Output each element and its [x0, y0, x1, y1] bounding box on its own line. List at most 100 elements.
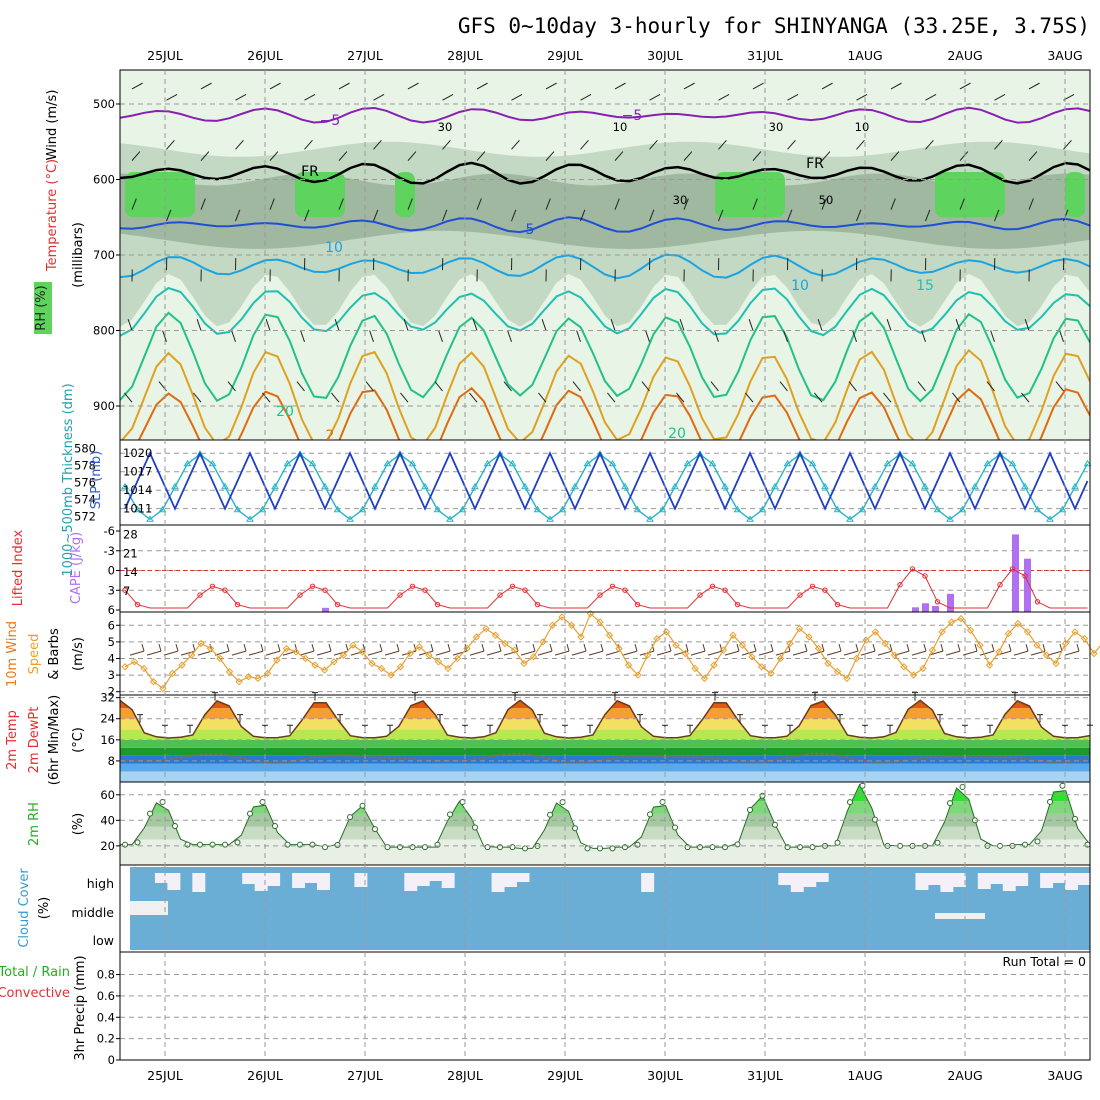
isotherm--5 [120, 106, 1090, 124]
lifted-index-marker [734, 601, 741, 608]
high-cloud-gap [441, 873, 455, 888]
surface-wind-barb [1013, 650, 1029, 656]
wind-speed-marker [577, 633, 585, 641]
thickness-marker [921, 482, 929, 490]
wind-barb [710, 381, 719, 392]
wind-speed-marker [653, 634, 661, 643]
cloud-level-label: low [93, 933, 114, 948]
precip-tick: 0.4 [97, 1010, 115, 1024]
wind-speed-marker [520, 659, 528, 668]
wind-barb [649, 139, 658, 150]
thickness-marker [871, 482, 879, 490]
middle-cloud-gap [935, 913, 985, 919]
wind-barb [848, 381, 857, 392]
lifted-index-marker [997, 582, 1003, 588]
wind-speed-marker [805, 633, 813, 641]
lifted-index-tick: 3 [108, 583, 115, 597]
lifted-index-marker [434, 601, 441, 608]
wind-barb [235, 94, 247, 101]
wind-barb [580, 139, 589, 150]
rh-marker [334, 841, 341, 848]
wind-barb [442, 209, 448, 222]
wind-speed-marker [672, 641, 680, 649]
wind-barb [476, 151, 486, 161]
thickness-marker [683, 459, 692, 467]
lifted-index-marker [834, 601, 841, 608]
thickness-marker [796, 450, 804, 457]
temp-tick: 32 [100, 691, 115, 705]
surface-wind-barb [634, 644, 638, 652]
wind-barb [373, 94, 385, 101]
high-cloud-gap [317, 873, 330, 890]
wind-speed-marker [919, 664, 927, 673]
high-cloud-gap [404, 873, 418, 891]
high-cloud-gap [304, 873, 318, 883]
lifted-index-marker [209, 583, 216, 589]
lifted-index-marker [909, 566, 916, 572]
thickness-marker [971, 482, 979, 490]
wind-speed-marker [472, 633, 481, 641]
rh-marker [759, 792, 766, 799]
surface-wind-barb [940, 644, 944, 652]
date-tick-top: 28JUL [447, 48, 483, 63]
wind-speed-marker [149, 678, 158, 686]
lifted-index-marker [1022, 573, 1028, 579]
thickness-marker [1033, 505, 1042, 513]
date-tick-bottom: 25JUL [147, 1068, 183, 1083]
wind-barb [921, 330, 926, 342]
pressure-tick: 900 [93, 399, 115, 413]
wind-barb [676, 392, 685, 403]
millibars-axis-label: (millibars) [71, 222, 86, 288]
lifted-index-tick: -6 [104, 524, 115, 538]
wind-barb [752, 82, 764, 90]
thickness-marker [221, 482, 229, 490]
high-cloud-gap [790, 873, 804, 892]
surface-wind-barb [702, 644, 706, 652]
cape-bar [912, 607, 919, 612]
wind-barb [925, 94, 937, 101]
slp-tick: 1014 [123, 483, 152, 497]
wind-barb [1028, 151, 1038, 161]
wind-speed-marker [900, 663, 908, 671]
wind-barb [649, 209, 655, 222]
thickness-marker [121, 482, 129, 490]
wind-barb [131, 82, 143, 90]
lifted-index-marker [122, 587, 128, 593]
wind-speed-marker [976, 641, 984, 649]
wind-barb [338, 151, 348, 161]
wind-speed-marker [985, 661, 994, 669]
wind-speed-marker [938, 628, 946, 636]
rh-shading-bright [295, 171, 345, 218]
isotherm-label: −5 [320, 113, 341, 129]
surface-wind-barb [146, 650, 162, 656]
high-cloud-gap [154, 873, 168, 883]
thickness-marker [1071, 482, 1079, 490]
chart-title: GFS 0~10day 3-hourly for SHINYANGA (33.2… [458, 14, 1090, 38]
rh-marker [709, 844, 716, 851]
wind-barb [265, 318, 271, 331]
wind-speed-marker [681, 649, 690, 658]
thickness-marker [283, 459, 292, 467]
thickness-marker [408, 459, 417, 467]
wind-barb [400, 392, 409, 403]
cape-bar [947, 593, 954, 612]
wind-barb [779, 381, 788, 392]
lifted-index-marker [297, 592, 303, 598]
wind-speed-marker [824, 659, 832, 668]
thickness-marker [446, 515, 454, 522]
wind-barb [403, 318, 409, 331]
lifted-index-marker [422, 587, 428, 593]
wind-barb [817, 318, 823, 331]
wind-barb [193, 392, 202, 403]
thickness-marker [546, 515, 554, 522]
rh2m-axis-label: 2m RH [27, 802, 42, 846]
isotherm-label: 20 [668, 426, 686, 442]
wind-speed-marker [444, 664, 452, 673]
rh-marker [1034, 838, 1041, 845]
wind-barb [814, 392, 823, 403]
wind-barb [783, 330, 788, 342]
high-cloud-gap [516, 873, 530, 882]
precip-axis-label: 3hr Precip (mm) [73, 955, 88, 1060]
lifted-index-marker [134, 601, 141, 608]
thickness-marker [321, 482, 329, 490]
